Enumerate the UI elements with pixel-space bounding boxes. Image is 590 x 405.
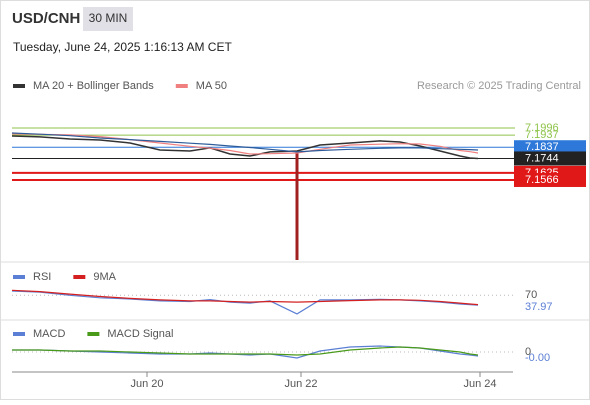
legend-swatch	[13, 275, 25, 279]
series-line	[11, 289, 479, 306]
legend-label: RSI	[33, 271, 51, 283]
legend-label: MACD Signal	[107, 328, 173, 340]
credit: Research © 2025 Trading Central	[417, 80, 581, 92]
legend-swatch	[87, 332, 100, 336]
legend-label: MA 50	[196, 80, 227, 92]
legend-swatch	[175, 84, 188, 88]
series-line	[11, 135, 479, 160]
level-box	[514, 140, 586, 155]
level-label: 7.1937	[525, 129, 559, 141]
legend-swatch	[13, 84, 25, 88]
timeframe: 30 MIN	[89, 11, 128, 25]
legend-label: MACD	[33, 328, 65, 340]
x-tick-label: Jun 22	[284, 378, 317, 390]
legend-label: MA 20 + Bollinger Bands	[33, 80, 154, 92]
y-tick-label: 0	[525, 346, 531, 358]
level-box	[514, 172, 586, 187]
last-value-label: 37.97	[525, 301, 553, 313]
y-tick-label: 70	[525, 289, 537, 301]
series-line	[11, 132, 479, 153]
series-line	[12, 346, 479, 356]
legend-swatch	[13, 332, 25, 336]
level-label: 7.1837	[525, 141, 559, 153]
last-value-label: -0.00	[525, 352, 550, 364]
level-label: 7.1996	[525, 122, 559, 134]
level-label: 7.1566	[525, 174, 559, 186]
level-box	[514, 151, 586, 166]
x-tick-label: Jun 20	[130, 378, 163, 390]
symbol: USD/CNH	[12, 10, 80, 27]
legend-label: 9MA	[93, 271, 116, 283]
level-label: 7.1744	[525, 152, 559, 164]
x-tick-label: Jun 24	[463, 378, 496, 390]
timeframe-box	[83, 7, 133, 31]
series-line	[11, 133, 479, 155]
datetime: Tuesday, June 24, 2025 1:16:13 AM CET	[13, 40, 232, 54]
legend-swatch	[73, 275, 86, 279]
